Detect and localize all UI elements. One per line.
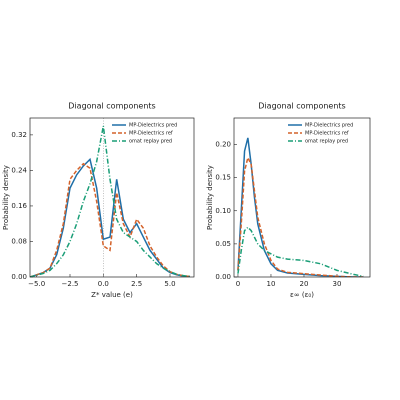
legend-label: MP-Dielectrics pred: [305, 123, 353, 129]
axes-frame: [29, 117, 195, 278]
legend-label: MP-Dielectrics ref: [305, 131, 349, 137]
y-tick-label: 0.32: [11, 131, 27, 139]
y-tick-label: 0.00: [215, 273, 231, 281]
data-line: [30, 125, 191, 277]
x-tick-label: 20: [300, 280, 309, 288]
y-tick-label: 0.24: [11, 166, 27, 174]
x-tick-label: 0: [236, 280, 240, 288]
legend-label: omat replay pred: [129, 139, 172, 145]
chart-title: Diagonal components: [68, 102, 155, 111]
legend-label: omat replay pred: [305, 139, 348, 145]
data-line: [237, 137, 364, 277]
y-axis-label: Probability density: [206, 165, 214, 230]
x-tick-label: 2.5: [131, 280, 142, 288]
x-axis-label: ε∞ (ε₀): [290, 291, 314, 299]
y-tick-label: 0.00: [11, 273, 27, 281]
x-tick-label: 5.0: [164, 280, 175, 288]
x-axis-label: Z* value (e): [91, 291, 133, 299]
x-tick-label: −5.0: [28, 280, 45, 288]
x-tick-label: 30: [333, 280, 342, 288]
x-tick-label: −2.5: [62, 280, 79, 288]
y-tick-label: 0.16: [11, 202, 27, 210]
x-tick-label: 0.0: [98, 280, 109, 288]
data-line: [30, 162, 191, 277]
legend-label: MP-Dielectrics ref: [129, 131, 173, 137]
chart-title: Diagonal components: [258, 102, 345, 111]
data-line: [237, 226, 364, 277]
x-tick-label: 10: [267, 280, 276, 288]
legend-label: MP-Dielectrics pred: [129, 123, 177, 129]
y-tick-label: 0.08: [11, 237, 27, 245]
y-tick-label: 0.10: [215, 207, 231, 215]
y-tick-label: 0.05: [215, 240, 231, 248]
y-axis-label: Probability density: [2, 165, 10, 230]
y-tick-label: 0.15: [215, 174, 231, 182]
y-tick-label: 0.20: [215, 141, 231, 149]
axes-frame: [233, 117, 371, 278]
